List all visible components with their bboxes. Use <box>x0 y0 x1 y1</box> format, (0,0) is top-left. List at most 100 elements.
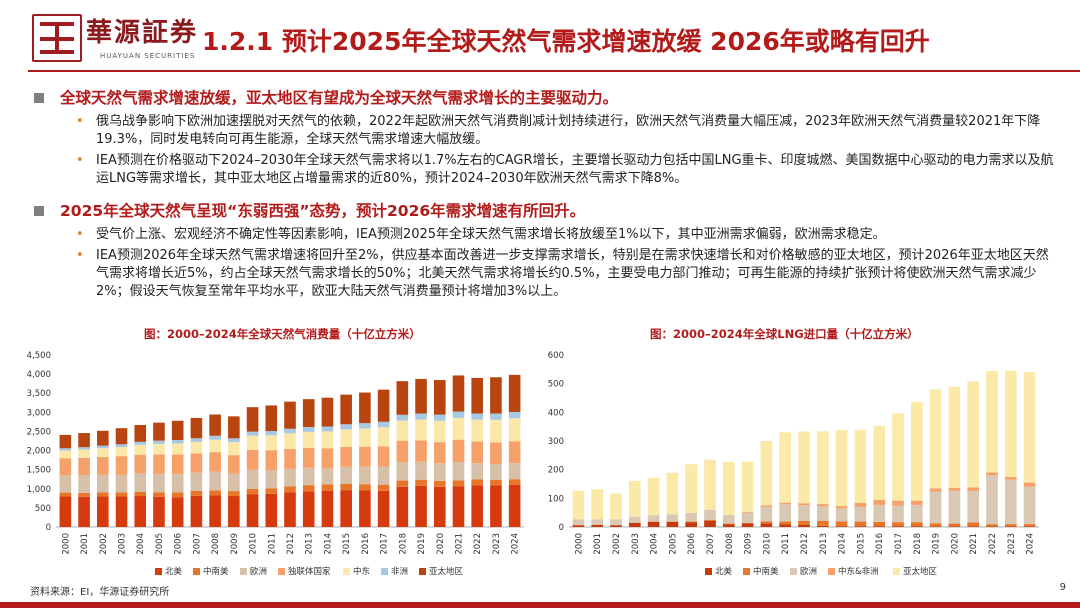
bar-segment-中南美 <box>433 480 446 487</box>
bar-segment-欧洲 <box>760 506 773 522</box>
legend-label: 亚太地区 <box>903 566 938 577</box>
bar-segment-亚太地区 <box>704 459 716 510</box>
bar-segment-欧洲 <box>986 475 998 525</box>
bar-segment-非洲 <box>209 435 221 440</box>
bar-segment-非洲 <box>377 421 390 428</box>
header-divider <box>28 70 1080 72</box>
bar-segment-北美 <box>508 484 521 527</box>
x-tick-label: 2009 <box>744 533 754 555</box>
bar-segment-欧洲 <box>340 466 352 484</box>
bar-segment-中南美 <box>302 485 315 492</box>
lng-imports-chart: 0 100 200 300 400 500 600 2000 2001 2002 2003 2004 2… <box>548 351 1039 577</box>
legend-swatch <box>790 568 797 575</box>
bar-segment-中东 <box>284 433 296 449</box>
bar-segment-非洲 <box>452 411 465 418</box>
logo-chinese-name: 華源証券 <box>86 18 199 48</box>
bar-segment-欧洲 <box>134 473 147 492</box>
bar-segment-独联体国家 <box>490 442 502 465</box>
bar-segment-非洲 <box>265 431 278 436</box>
bar-segment-北美 <box>265 493 278 527</box>
bar-segment-中东 <box>415 419 427 441</box>
bar-segment-中东 <box>508 418 521 442</box>
bar-segment-中东 <box>321 431 334 449</box>
bar-segment-中东 <box>59 450 72 459</box>
bar-segment-欧洲 <box>115 474 128 493</box>
bar-segment-欧洲 <box>59 475 72 493</box>
legend-swatch <box>381 568 388 575</box>
x-tick-label: 2024 <box>1026 533 1036 555</box>
logo-english-name: HUAYUAN SECURITIES <box>100 52 196 60</box>
bar-segment-北美 <box>572 525 585 527</box>
bar-segment-欧洲 <box>910 504 923 523</box>
x-tick-label: 2023 <box>492 533 502 555</box>
bar-segment-中南美 <box>704 519 716 521</box>
bar-segment-北美 <box>433 486 446 527</box>
bar-segment-北美 <box>452 486 465 527</box>
x-tick-label: 2017 <box>894 533 904 555</box>
bar-segment-非洲 <box>153 440 165 444</box>
bar-segment-亚太地区 <box>628 480 641 517</box>
bar-segment-中东 <box>190 441 203 454</box>
consumption-chart: 0 500 1,000 1,500 2,000 2,500 3,000 3,500 4,000 4… <box>27 351 524 577</box>
bullet-point: IEA预测2026年全球天然气需求增速将回升至2%，供应基本面改善进一步支撑需求… <box>30 247 1060 301</box>
bar-segment-欧洲 <box>265 470 278 489</box>
bar-segment-北美 <box>779 524 792 527</box>
bar-segment-中南美 <box>228 491 240 497</box>
bar-segment-独联体国家 <box>471 441 484 464</box>
bar-segment-欧洲 <box>321 468 334 485</box>
bar-segment-中东&非洲 <box>910 500 923 505</box>
bar-segment-独联体国家 <box>508 441 521 464</box>
bullet-point: 俄乌战争影响下欧洲加速摆脱对天然气的依赖，2022年起欧洲天然气消费削减计划持续… <box>30 113 1060 149</box>
bullet-point: 受气价上涨、宏观经济不确定性等因素影响，IEA预测2025年全球天然气需求增长将… <box>30 226 1060 244</box>
bar-segment-中东 <box>396 420 409 441</box>
bar-segment-中南美 <box>59 492 72 497</box>
y-tick-label: 0 <box>559 523 564 533</box>
bar-segment-欧洲 <box>591 519 604 525</box>
bar-segment-欧洲 <box>929 491 942 524</box>
bar-segment-亚太地区 <box>591 489 604 520</box>
bar-segment-北美 <box>134 496 147 527</box>
bar-segment-亚太地区 <box>854 429 867 503</box>
bar-segment-北美 <box>873 526 886 527</box>
section-heading: 全球天然气需求增速放缓，亚太地区有望成为全球天然气需求增长的主要驱动力。 <box>30 88 1060 108</box>
bar-segment-欧洲 <box>892 505 904 523</box>
bar-segment-中东 <box>302 431 315 448</box>
legend-swatch <box>828 568 835 575</box>
bar-segment-北美 <box>798 524 810 527</box>
bar-segment-中东 <box>97 448 109 458</box>
bar-segment-欧洲 <box>246 469 259 489</box>
bar-segment-北美 <box>666 521 679 527</box>
x-tick-label: 2001 <box>80 533 90 555</box>
legend-label: 欧洲 <box>800 566 817 577</box>
bar-segment-中南美 <box>265 488 278 494</box>
y-tick-label: 4,000 <box>27 370 51 380</box>
bar-segment-独联体国家 <box>340 447 352 467</box>
bar-segment-北美 <box>647 521 660 527</box>
bar-segment-北美 <box>78 496 90 527</box>
bar-segment-非洲 <box>171 440 184 444</box>
bar-segment-欧洲 <box>359 466 371 485</box>
bar-segment-亚太地区 <box>816 431 829 505</box>
x-tick-label: 2004 <box>136 533 146 555</box>
bar-segment-北美 <box>284 492 296 527</box>
x-tick-label: 2016 <box>875 533 885 555</box>
bar-segment-北美 <box>591 524 604 527</box>
x-tick-label: 2021 <box>969 533 979 555</box>
x-tick-label: 2000 <box>61 533 71 555</box>
bar-segment-北美 <box>929 526 942 527</box>
bar-segment-独联体国家 <box>396 440 409 463</box>
legend-label: 中南美 <box>753 566 779 577</box>
bar-segment-欧洲 <box>572 519 585 525</box>
source-note: 资料来源：EI，华源证券研究所 <box>30 587 170 598</box>
y-tick-label: 2,000 <box>27 447 51 457</box>
bar-segment-亚太地区 <box>798 431 810 504</box>
bar-segment-亚太地区 <box>377 389 390 422</box>
bar-segment-北美 <box>741 523 754 527</box>
bar-segment-中南美 <box>115 492 128 497</box>
bar-segment-中南美 <box>209 490 221 496</box>
bar-segment-独联体国家 <box>171 454 184 475</box>
bar-segment-非洲 <box>115 444 128 447</box>
bar-segment-亚太地区 <box>929 389 942 489</box>
x-tick-label: 2006 <box>687 533 697 555</box>
bar-segment-欧洲 <box>873 504 886 522</box>
